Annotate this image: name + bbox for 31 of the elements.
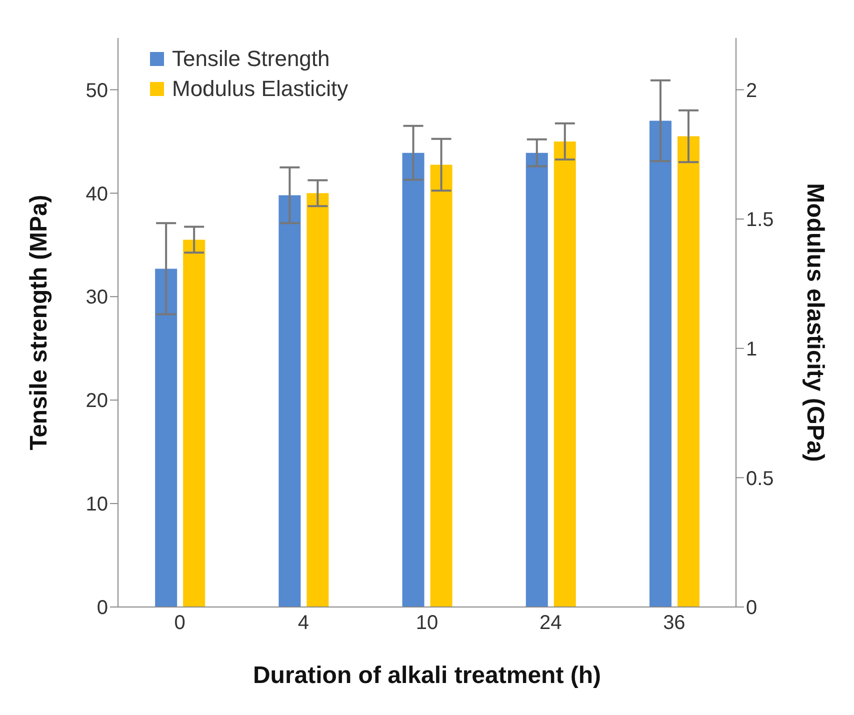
y2-tick-label: 1.5 xyxy=(746,209,774,232)
bar xyxy=(155,268,178,607)
y2-tick-label: 1 xyxy=(746,338,758,360)
x-tick-label: 24 xyxy=(539,612,562,634)
bar xyxy=(278,195,301,607)
y-tick-label: 30 xyxy=(86,286,108,309)
y2-tick-label: 0.5 xyxy=(746,468,774,490)
bar xyxy=(677,136,700,607)
y2-tick-label: 0 xyxy=(746,597,758,620)
bar xyxy=(306,193,329,607)
y-tick-label: 20 xyxy=(86,390,108,412)
bar xyxy=(649,120,672,607)
y-axis-title: Tensile strength (MPa) xyxy=(26,194,53,450)
bar xyxy=(554,141,576,607)
x-tick-label: 0 xyxy=(174,612,186,634)
y-tick-label: 0 xyxy=(96,597,108,620)
y2-axis-title: Modulus elasticity (GPa) xyxy=(801,183,828,462)
y-tick-label: 50 xyxy=(86,80,108,102)
legend-label: Modulus Elasticity xyxy=(172,75,348,103)
y-tick-label: 40 xyxy=(86,183,108,206)
y-tick-label: 10 xyxy=(86,494,108,516)
bar xyxy=(183,240,206,607)
bar xyxy=(430,164,452,607)
x-axis-title: Duration of alkali treatment (h) xyxy=(252,662,602,689)
legend-label: Tensile Strength xyxy=(172,45,330,73)
x-tick-label: 10 xyxy=(416,612,438,634)
y2-tick-label: 2 xyxy=(746,80,758,102)
x-tick-label: 36 xyxy=(663,612,686,634)
x-tick-label: 4 xyxy=(298,612,309,634)
bar xyxy=(526,152,548,607)
bar xyxy=(402,152,424,607)
